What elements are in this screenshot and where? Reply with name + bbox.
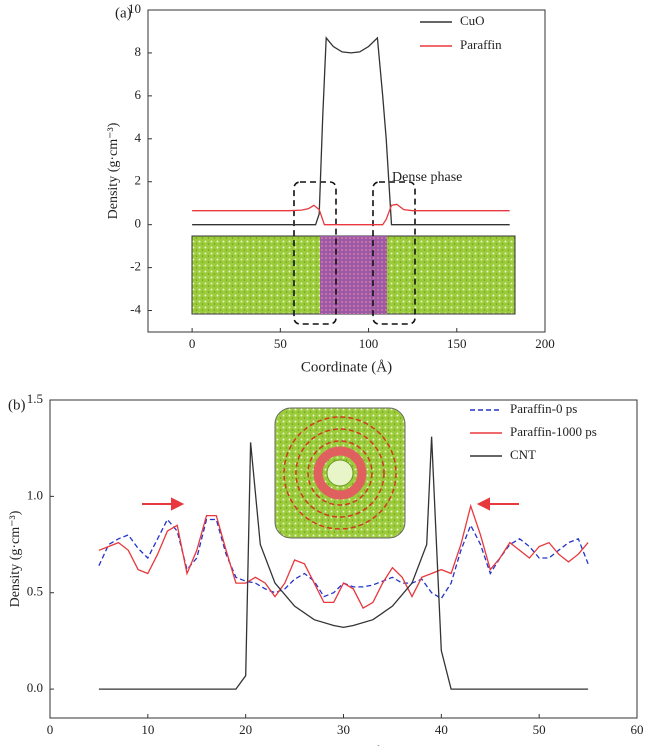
y-tick-label: 1.0 (27, 487, 43, 502)
y-tick-label: 6 (135, 87, 142, 102)
y-tick-label: 0.5 (27, 584, 43, 599)
x-tick-label: 100 (359, 336, 379, 351)
y-tick-label: 1.5 (27, 391, 43, 406)
y-axis-label: Density (g·cm⁻³) (106, 122, 121, 219)
x-tick-label: 10 (141, 722, 154, 737)
x-tick-label: 60 (631, 722, 644, 737)
y-tick-label: 10 (128, 1, 141, 16)
y-tick-label: 2 (135, 173, 142, 188)
legend-label: Paraffin (460, 37, 502, 52)
x-tick-label: 0 (47, 722, 54, 737)
line-series (98, 503, 589, 610)
plot-frame (147, 9, 546, 333)
x-tick-label: 150 (447, 336, 467, 351)
y-axis-label: Density (g·cm⁻³) (8, 510, 23, 607)
snapshot-a (191, 181, 516, 325)
y-tick-label: 0 (135, 216, 142, 231)
x-tick-label: 20 (239, 722, 252, 737)
x-tick-label: 50 (533, 722, 546, 737)
line-series (98, 436, 589, 690)
arrows (142, 497, 519, 511)
x-tick-label: 50 (274, 336, 287, 351)
y-tick-label: 4 (135, 130, 142, 145)
y-tick-label: -4 (130, 302, 141, 317)
y-tick-label: 8 (135, 44, 142, 59)
annotation: Dense phase (392, 170, 462, 185)
chart-title: (b) (8, 397, 26, 413)
chart-title: (a) (115, 5, 132, 21)
inset-b (274, 407, 406, 539)
legend-label: CNT (510, 447, 536, 462)
x-axis-label: Coordinate (Å) (301, 359, 392, 375)
line-series (192, 203, 510, 226)
legend-label: Paraffin-1000 ps (510, 424, 597, 439)
y-tick-label: -2 (130, 259, 141, 274)
x-tick-label: 0 (189, 336, 196, 351)
x-tick-label: 30 (337, 722, 350, 737)
x-tick-label: 40 (435, 722, 448, 737)
legend-label: CuO (460, 13, 485, 28)
y-tick-label: 0.0 (27, 680, 43, 695)
line-series (192, 36, 510, 226)
x-tick-label: 200 (535, 336, 555, 351)
legend-label: Paraffin-0 ps (510, 401, 577, 416)
